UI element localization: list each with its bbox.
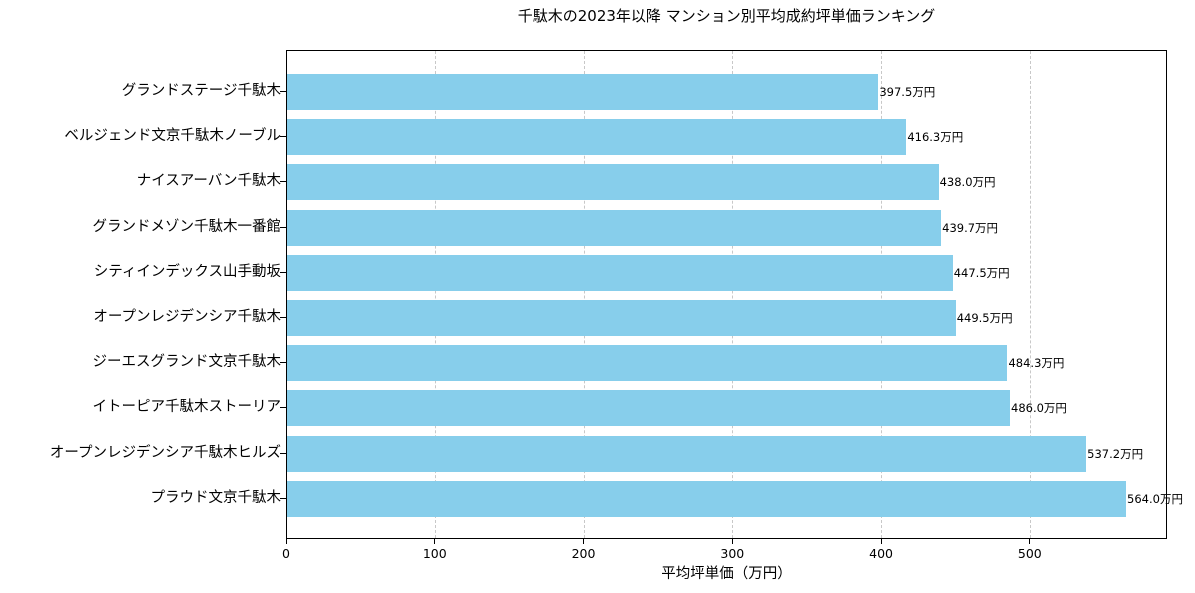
y-tick-label: ベルジェンド文京千駄木ノーブル (64, 128, 281, 145)
grid-line (732, 51, 734, 538)
x-tick (1029, 539, 1031, 544)
chart-title: 千駄木の2023年以降 マンション別平均成約坪単価ランキング (517, 7, 936, 25)
bar-value-label: 449.5万円 (956, 311, 1013, 325)
bar-value-label: 416.3万円 (907, 130, 964, 145)
y-tick-label: ジーエスグランド文京千駄木 (92, 354, 282, 371)
y-tick-label: グランドステージ千駄木 (121, 83, 281, 99)
bar (287, 254, 953, 291)
y-tick (280, 91, 286, 92)
bar (287, 119, 907, 156)
bar (287, 435, 1087, 472)
x-tick-label: 300 (720, 546, 745, 561)
y-tick-label: イトーピア千駄木ストーリア (92, 399, 282, 416)
bar-value-label: 438.0万円 (939, 175, 996, 190)
bar-value-label: 439.7万円 (942, 220, 999, 235)
bar (287, 300, 956, 336)
x-tick (731, 539, 733, 544)
bar-value-label: 537.2万円 (1087, 446, 1144, 461)
grid-line (583, 51, 585, 538)
x-tick-label: 500 (1017, 546, 1042, 561)
y-tick (280, 271, 286, 273)
bar-value-label: 484.3万円 (1008, 356, 1065, 371)
x-tick (583, 539, 585, 544)
grid-line (1029, 51, 1031, 538)
x-tick (285, 539, 287, 544)
y-tick (280, 317, 286, 318)
y-tick (280, 497, 286, 499)
x-tick-label: 100 (422, 546, 447, 561)
bar (287, 164, 939, 201)
y-tick (280, 407, 286, 409)
bar-value-label: 397.5万円 (879, 85, 936, 99)
bar (287, 209, 942, 246)
y-tick-label: シティインデックス山手動坂 (93, 263, 281, 280)
grid-line (881, 51, 883, 538)
bar (287, 390, 1010, 427)
plot-area: 397.5万円 416.3万円 438.0万円 439.7万円 447.5万円 449.5… (286, 50, 1183, 539)
y-tick-label: グランドメゾン千駄木一番館 (92, 218, 282, 235)
y-tick-label: ナイスアーバン千駄木 (136, 173, 281, 190)
y-tick-label: オープンレジデンシア千駄木 (93, 309, 281, 325)
bar-value-label: 486.0万円 (1011, 401, 1067, 416)
bar (287, 480, 1127, 517)
x-tick-label: 400 (869, 546, 893, 561)
y-tick (280, 362, 286, 364)
x-tick-label: 200 (571, 546, 596, 561)
y-tick (280, 181, 286, 183)
y-tick (280, 452, 286, 454)
y-tick-label: プラウド文京千駄木 (150, 489, 282, 506)
y-tick-label: オープンレジデンシア千駄木ヒルズ (49, 444, 281, 461)
x-tick (434, 539, 436, 544)
bar (287, 74, 879, 110)
y-tick (280, 136, 286, 138)
x-tick-label: 0 (282, 546, 290, 561)
bar-value-label: 564.0万円 (1127, 491, 1183, 506)
x-tick (880, 539, 882, 544)
y-tick (280, 226, 286, 228)
grid-line (434, 51, 436, 538)
bar-value-label: 447.5万円 (953, 265, 1010, 280)
x-axis-title: 平均坪単価（万円） (661, 566, 792, 582)
bar (287, 345, 1008, 382)
